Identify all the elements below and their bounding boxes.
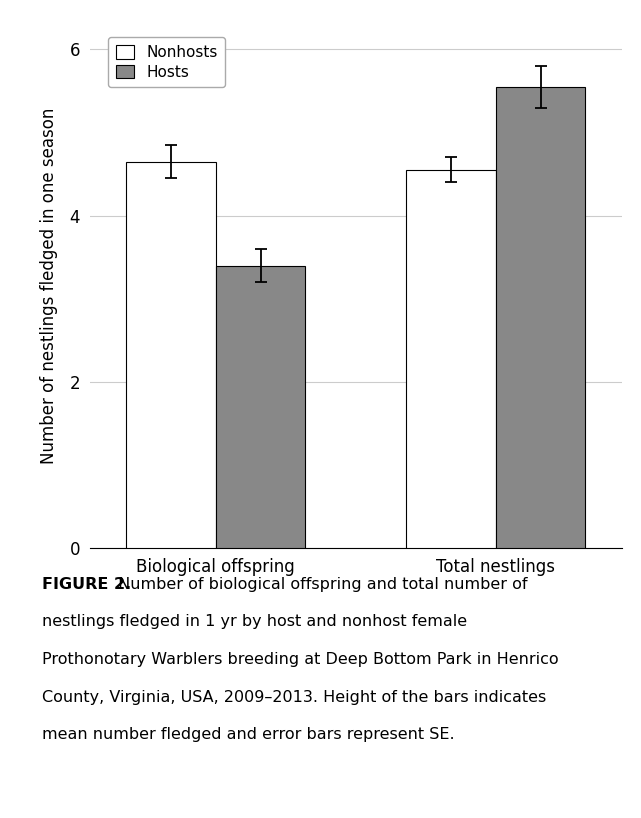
Y-axis label: Number of nestlings fledged in one season: Number of nestlings fledged in one seaso… [40,108,58,465]
Bar [126,162,216,548]
Bar [216,266,305,548]
Text: nestlings fledged in 1 yr by host and nonhost female: nestlings fledged in 1 yr by host and no… [42,614,467,629]
Text: County, Virginia, USA, 2009–2013. Height of the bars indicates: County, Virginia, USA, 2009–2013. Height… [42,690,546,704]
Text: mean number fledged and error bars represent SE.: mean number fledged and error bars repre… [42,727,454,742]
Text: Prothonotary Warblers breeding at Deep Bottom Park in Henrico: Prothonotary Warblers breeding at Deep B… [42,652,558,667]
Bar [495,87,585,548]
Text: Number of biological offspring and total number of: Number of biological offspring and total… [113,577,528,591]
Bar [406,170,495,548]
Legend: Nonhosts, Hosts: Nonhosts, Hosts [108,38,225,88]
Text: FIGURE 2.: FIGURE 2. [42,577,131,591]
